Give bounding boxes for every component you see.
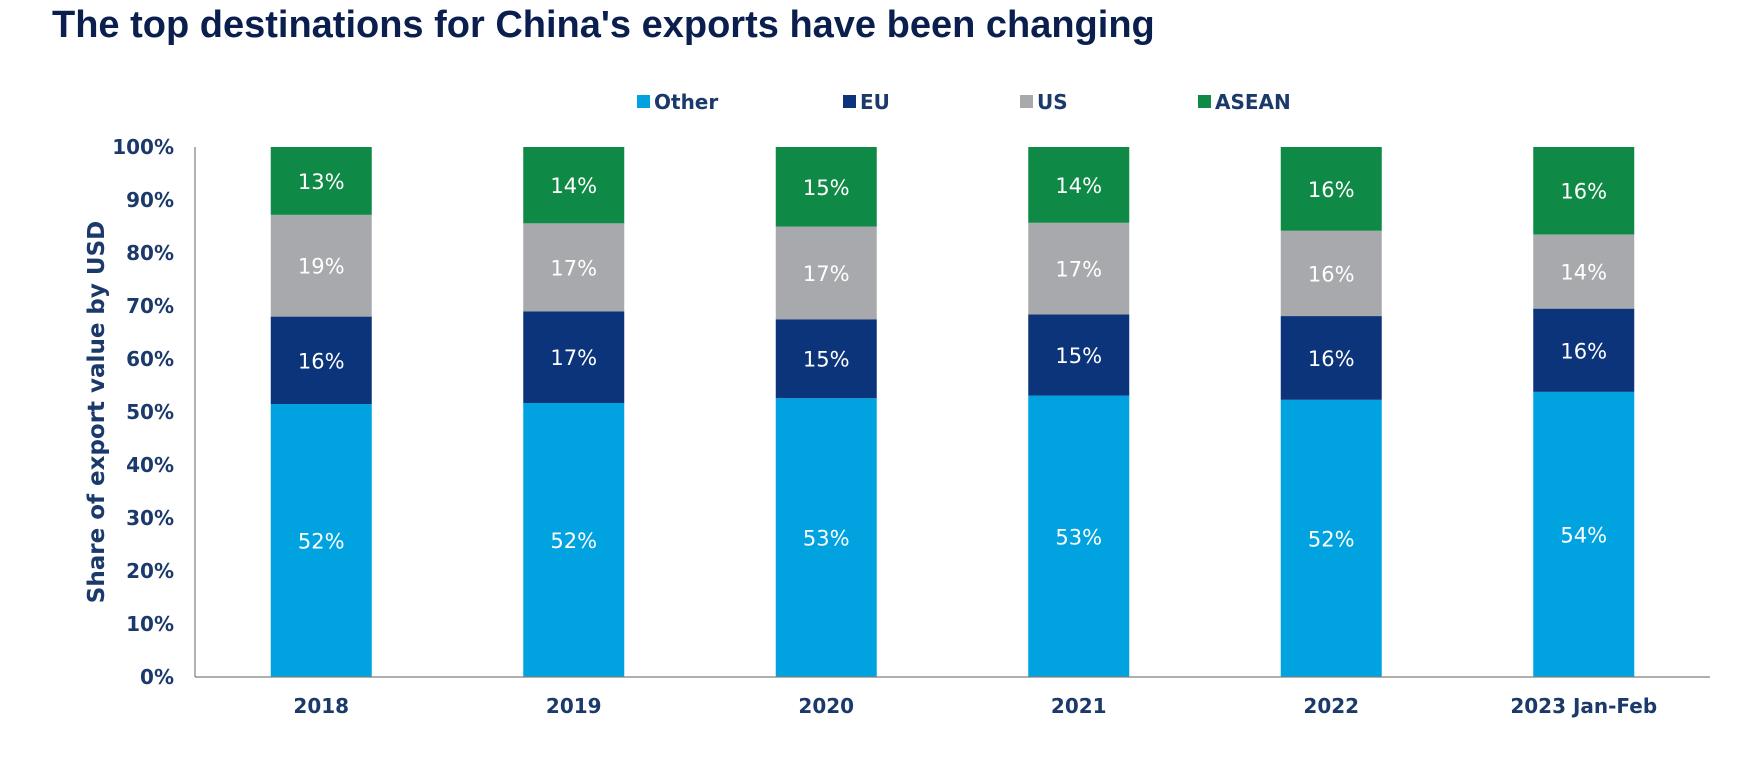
bar-segment-other — [1028, 395, 1130, 677]
data-label: 53% — [1055, 525, 1102, 549]
data-label: 15% — [803, 176, 850, 200]
bar-segment-us — [775, 226, 877, 320]
data-label: 15% — [803, 348, 850, 372]
y-tick-label: 0% — [140, 665, 174, 689]
bar-segment-us — [1028, 222, 1130, 315]
legend-swatch — [843, 95, 856, 108]
y-tick-label: 100% — [112, 135, 174, 159]
data-label: 52% — [1308, 527, 1355, 551]
legend-label: Other — [654, 90, 718, 114]
bars: 52% 16% 19% 13% 52% 17% 17% 14% 53% 15% 17% 15% 53% 1… — [270, 147, 1635, 677]
x-axis: 2018 2019 2020 2021 2022 2023 Jan-Feb — [195, 676, 1710, 718]
data-label: 17% — [550, 346, 597, 370]
bar-segment-eu — [1028, 314, 1130, 396]
y-tick-label: 60% — [126, 347, 174, 371]
bar-segment-asean — [523, 147, 625, 224]
bar-segment-us — [270, 214, 372, 317]
data-label: 53% — [803, 527, 850, 551]
bar-segment-asean — [1280, 147, 1382, 231]
legend-swatch — [637, 95, 650, 108]
chart-title: The top destinations for China's exports… — [52, 4, 1155, 46]
y-tick-label: 10% — [126, 612, 174, 636]
x-tick-label: 2021 — [1051, 694, 1107, 718]
bar-segment-other — [270, 404, 372, 677]
data-label: 17% — [1055, 258, 1102, 282]
x-tick-label: 2020 — [798, 694, 854, 718]
data-label: 17% — [550, 256, 597, 280]
bar-segment-asean — [1028, 147, 1130, 223]
legend-swatch — [1020, 95, 1033, 108]
legend: Other EU US ASEAN — [637, 90, 1291, 114]
y-tick-label: 50% — [126, 400, 174, 424]
x-tick-label: 2023 Jan-Feb — [1510, 694, 1657, 718]
data-label: 52% — [550, 529, 597, 553]
bar-segment-other — [1280, 399, 1382, 677]
data-label: 13% — [298, 170, 345, 194]
data-label: 14% — [1560, 261, 1607, 285]
data-label: 16% — [1308, 347, 1355, 371]
bar-segment-eu — [270, 316, 372, 405]
data-label: 19% — [298, 255, 345, 279]
bar-segment-us — [1280, 230, 1382, 317]
bar-segment-asean — [775, 147, 877, 227]
bar-segment-eu — [1280, 316, 1382, 400]
y-tick-label: 70% — [126, 294, 174, 318]
legend-label: US — [1037, 90, 1068, 114]
data-label: 16% — [1308, 178, 1355, 202]
legend-label: EU — [860, 90, 890, 114]
y-tick-label: 90% — [126, 188, 174, 212]
data-label: 54% — [1560, 523, 1607, 547]
data-label: 52% — [298, 530, 345, 554]
bar-segment-eu — [775, 319, 877, 399]
legend-swatch — [1198, 95, 1211, 108]
y-tick-label: 20% — [126, 559, 174, 583]
bar-segment-asean — [1533, 147, 1635, 235]
data-label: 14% — [1055, 174, 1102, 198]
bar-segment-eu — [1533, 308, 1635, 392]
x-tick-label: 2019 — [546, 694, 602, 718]
data-label: 16% — [1560, 180, 1607, 204]
y-tick-label: 30% — [126, 506, 174, 530]
data-label: 16% — [298, 349, 345, 373]
data-label: 17% — [803, 262, 850, 286]
data-label: 14% — [550, 174, 597, 198]
bar-segment-other — [1533, 391, 1635, 677]
x-tick-label: 2018 — [293, 694, 349, 718]
data-label: 16% — [1560, 339, 1607, 363]
data-label: 16% — [1308, 262, 1355, 286]
legend-label: ASEAN — [1215, 90, 1291, 114]
x-tick-label: 2022 — [1303, 694, 1359, 718]
bar-segment-other — [523, 402, 625, 677]
y-tick-label: 40% — [126, 453, 174, 477]
bar-segment-us — [523, 223, 625, 312]
y-tick-label: 80% — [126, 241, 174, 265]
bar-segment-asean — [270, 147, 372, 215]
data-label: 15% — [1055, 344, 1102, 368]
bar-segment-us — [1533, 234, 1635, 309]
bar-segment-eu — [523, 311, 625, 403]
y-axis-title: Share of export value by USD — [84, 221, 110, 603]
y-axis: 0% 10% 20% 30% 40% 50% 60% 70% 80% 90% 100% Share o… — [84, 135, 196, 689]
bar-segment-other — [775, 398, 877, 677]
